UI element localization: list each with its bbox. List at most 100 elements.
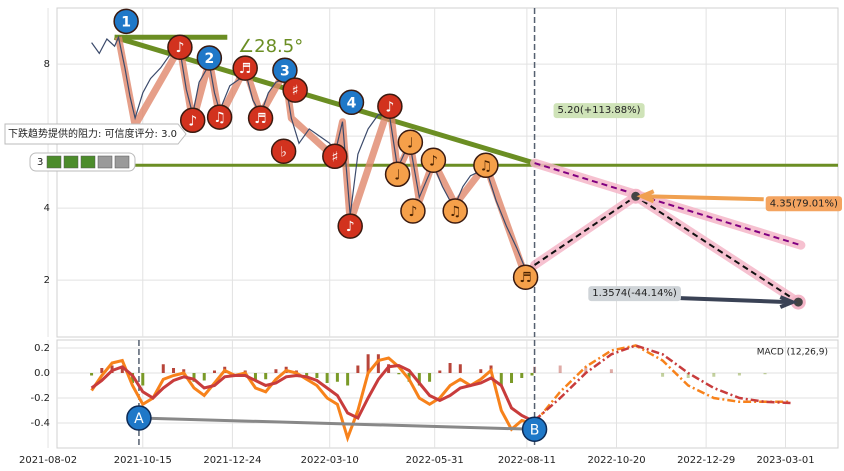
divergence-label: B (530, 422, 540, 438)
pattern-marker (322, 143, 348, 170)
histogram-bar (448, 363, 452, 373)
divergence-marker (126, 405, 152, 431)
x-tick-label: 2022-05-31 (406, 455, 464, 466)
histogram-bar (120, 366, 124, 373)
marker-label: ♪ (385, 99, 394, 115)
histogram-bar (315, 373, 319, 378)
histogram-bar (182, 369, 186, 373)
pattern-marker (473, 152, 499, 179)
histogram-bar (172, 368, 176, 373)
histogram-bar (376, 354, 380, 373)
histogram-bar (346, 373, 350, 386)
marker-label: ♪ (346, 219, 355, 235)
rating-icon (46, 155, 62, 169)
histogram-bar (335, 373, 339, 382)
histogram-bar (366, 354, 370, 373)
histogram-bar (417, 373, 421, 386)
pattern-marker (232, 55, 258, 81)
histogram-bar (212, 370, 216, 373)
pattern-marker (337, 213, 363, 239)
projection-bar (763, 373, 767, 375)
projection-line (534, 162, 802, 247)
y-tick-label: -0.4 (30, 418, 50, 429)
rating-icon (63, 155, 79, 169)
rating-icon (114, 155, 130, 169)
histogram-bar (438, 370, 442, 373)
marker-label: ♪ (408, 204, 417, 220)
marker-label: ♩ (407, 135, 414, 151)
x-tick-label: 2022-03-10 (301, 455, 359, 466)
macd-title: MACD (12,26,9) (757, 348, 828, 358)
histogram-bar (264, 373, 268, 380)
signal-line (90, 363, 533, 422)
projection-bar (686, 373, 690, 378)
marker-label: ♩ (394, 167, 401, 183)
pattern-marker (377, 93, 403, 120)
histogram-bar (161, 364, 165, 373)
histogram-bar (100, 368, 104, 373)
marker-label: ♪ (188, 113, 197, 129)
histogram-bar (274, 369, 278, 373)
x-tick-label: 2022-08-11 (498, 455, 556, 466)
marker-label: ♬ (519, 270, 532, 286)
projection-macd (533, 344, 791, 424)
annotation-label: 5.20(+113.88%) (558, 105, 641, 116)
histogram-bar (428, 373, 432, 382)
marker-label: ♪ (175, 40, 184, 56)
divergence-trend (138, 416, 535, 431)
plot-area (56, 7, 839, 338)
note-text: 下跌趋势提供的阻力: 可信度评分: 3.0 (8, 127, 177, 140)
projection-bar (737, 373, 741, 376)
marker-label: ♭ (280, 144, 287, 160)
histogram-bar (141, 373, 145, 386)
x-tick-label: 2023-03-01 (756, 455, 814, 466)
divergence-marker (521, 416, 548, 442)
pattern-marker (442, 198, 468, 224)
histogram-bar (479, 369, 483, 373)
x-tick-label: 2021-10-15 (114, 455, 172, 466)
pattern-marker (272, 57, 298, 84)
y-tick-label: -0.2 (30, 393, 50, 404)
divergence-label: A (134, 411, 144, 427)
histogram-bar (397, 373, 401, 375)
annotation-box (765, 196, 843, 212)
angle-label: ∠28.5° (238, 36, 303, 57)
y-tick-label: 2 (44, 275, 50, 286)
histogram-bar (520, 373, 524, 378)
histogram-bar (510, 373, 514, 383)
arrow (636, 189, 764, 204)
macd-line (90, 356, 533, 443)
pattern-marker (400, 198, 426, 224)
marker-label: 4 (347, 95, 357, 111)
x-tick-label: 2022-12-29 (677, 455, 735, 466)
projection-bar (712, 373, 716, 377)
x-tick-label: 2021-12-24 (203, 455, 261, 466)
pattern-marker (247, 105, 274, 131)
pattern-marker (196, 45, 223, 71)
histogram-bar (356, 365, 360, 373)
histogram-bar (530, 373, 534, 376)
pattern-marker (420, 147, 447, 174)
annotation-label: 4.35(79.01%) (770, 198, 838, 209)
projection-bar (558, 365, 562, 373)
pattern-marker (397, 129, 424, 156)
projection-bar (661, 373, 665, 377)
histogram-bar (458, 364, 462, 373)
marker-label: ♪ (429, 153, 438, 169)
histogram-bar (499, 373, 503, 386)
projection-bar (584, 366, 588, 373)
histogram-bar (202, 373, 206, 381)
projection-signal (533, 344, 791, 422)
pattern-marker (282, 77, 308, 103)
marker-label: 3 (280, 63, 290, 79)
annotation-box (588, 286, 681, 302)
marker-label: ♫ (213, 110, 226, 126)
pattern-marker (167, 34, 193, 60)
projection-bar (609, 369, 613, 373)
marker-label: 2 (204, 51, 214, 67)
x-tick-label: 2021-08-02 (19, 455, 77, 466)
arrow (680, 295, 798, 309)
pattern-marker (338, 89, 365, 116)
marker-label: ♬ (254, 111, 267, 127)
marker-label: ♯ (292, 83, 299, 99)
